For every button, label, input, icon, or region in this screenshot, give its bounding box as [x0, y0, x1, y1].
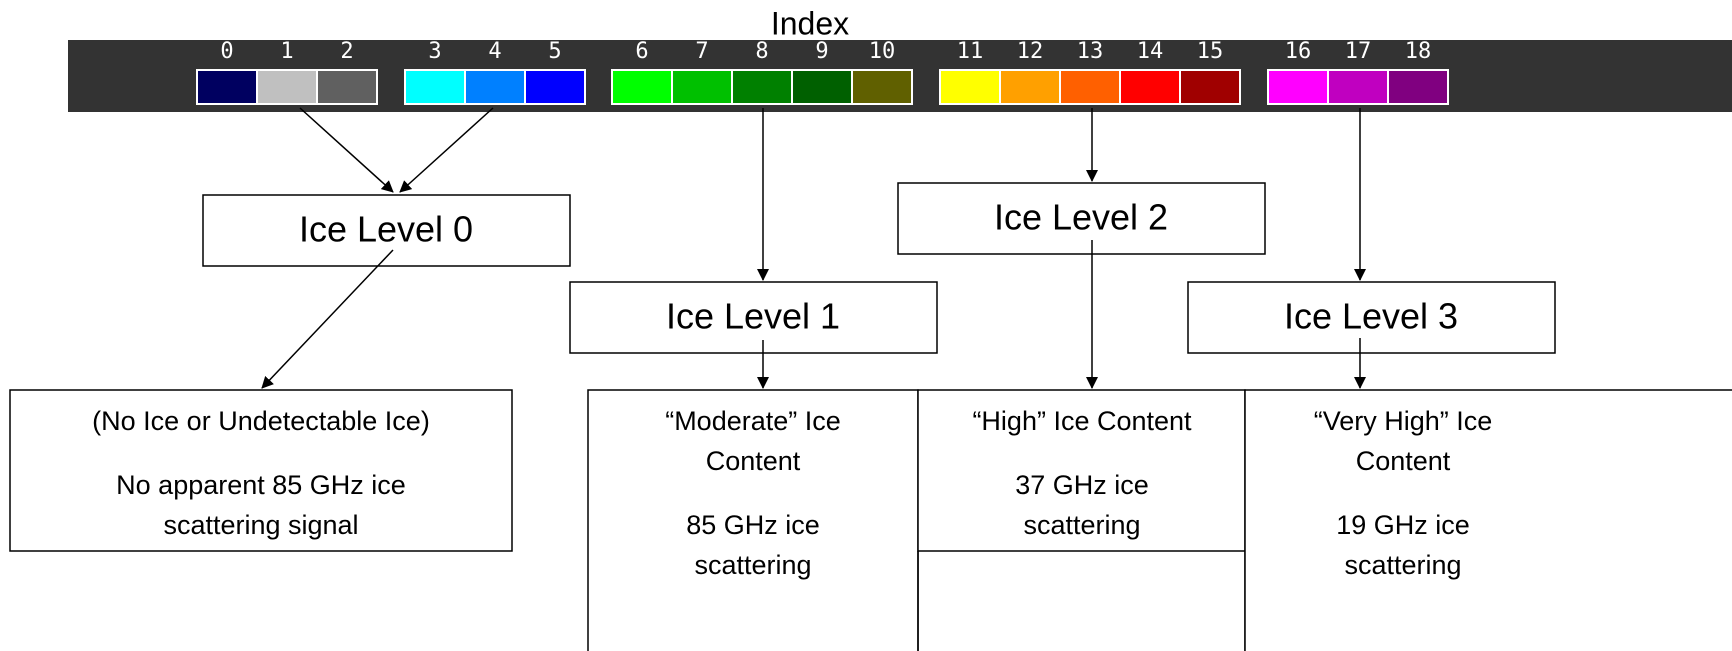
description-text: Content	[706, 446, 801, 476]
index-label: 8	[755, 39, 768, 64]
swatch	[1267, 69, 1329, 105]
index-label: 5	[548, 39, 561, 64]
swatch	[316, 69, 378, 105]
arrow	[261, 249, 394, 389]
description-text: 37 GHz ice	[1015, 470, 1149, 500]
level-box	[569, 281, 938, 354]
swatch	[196, 69, 258, 105]
index-label: 2	[340, 39, 353, 64]
description-text: 85 GHz ice	[686, 510, 820, 540]
description-text: “Moderate” Ice	[665, 406, 841, 436]
swatch	[939, 69, 1001, 105]
swatch	[611, 69, 673, 105]
swatch	[671, 69, 733, 105]
description-text: Content	[1356, 446, 1451, 476]
level-label: Ice Level 0	[299, 209, 473, 250]
description-text: No apparent 85 GHz ice	[116, 470, 406, 500]
level-label: Ice Level 3	[1284, 296, 1458, 337]
description-text: scattering	[1344, 550, 1461, 580]
description-box	[1244, 389, 1732, 651]
index-label: 14	[1137, 39, 1164, 64]
swatch	[1179, 69, 1241, 105]
description-text: scattering signal	[163, 510, 358, 540]
description-box	[9, 389, 513, 552]
index-label: 6	[635, 39, 648, 64]
description-text: “Very High” Ice	[1314, 406, 1493, 436]
index-label: 16	[1285, 39, 1312, 64]
description-text: (No Ice or Undetectable Ice)	[92, 406, 430, 436]
level-label: Ice Level 2	[994, 197, 1168, 238]
description-box	[587, 389, 919, 651]
level-box	[202, 194, 571, 267]
description-text: scattering	[1023, 510, 1140, 540]
description-text: “High” Ice Content	[972, 406, 1192, 436]
index-label: 17	[1345, 39, 1372, 64]
description-box	[917, 389, 1246, 552]
swatch	[851, 69, 913, 105]
swatch	[1387, 69, 1449, 105]
level-box	[897, 182, 1266, 255]
swatch	[731, 69, 793, 105]
index-label: 1	[280, 39, 293, 64]
swatch	[1119, 69, 1181, 105]
level-box	[1187, 281, 1556, 354]
index-label: 15	[1197, 39, 1224, 64]
swatch	[464, 69, 526, 105]
swatch	[791, 69, 853, 105]
index-label: 7	[695, 39, 708, 64]
index-label: 11	[957, 39, 984, 64]
level-label: Ice Level 1	[666, 296, 840, 337]
swatch	[1327, 69, 1389, 105]
index-label: 0	[220, 39, 233, 64]
swatch	[1059, 69, 1121, 105]
index-label: 13	[1077, 39, 1104, 64]
swatch	[524, 69, 586, 105]
description-text: 19 GHz ice	[1336, 510, 1470, 540]
swatch	[999, 69, 1061, 105]
index-label: 9	[815, 39, 828, 64]
index-label: 18	[1405, 39, 1432, 64]
description-text: scattering	[694, 550, 811, 580]
index-label: 3	[428, 39, 441, 64]
swatch	[256, 69, 318, 105]
arrow	[299, 107, 394, 193]
index-label: 4	[488, 39, 501, 64]
index-label: 10	[869, 39, 896, 64]
arrow	[399, 107, 494, 193]
index-label: 12	[1017, 39, 1044, 64]
swatch	[404, 69, 466, 105]
title: Index	[771, 5, 849, 41]
